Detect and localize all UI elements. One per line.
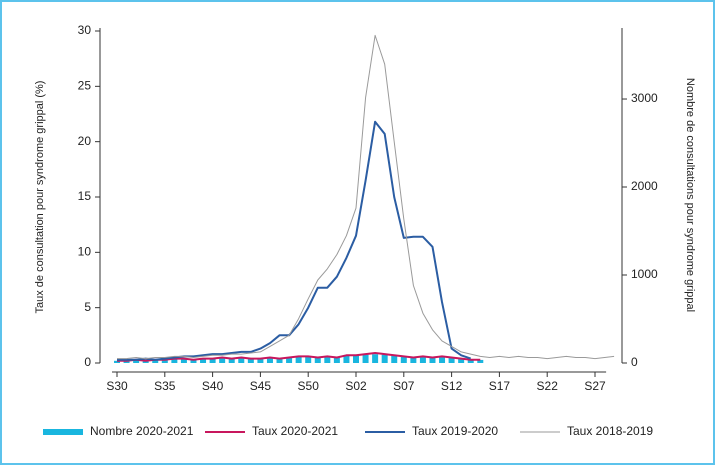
bar xyxy=(295,356,302,363)
bar xyxy=(400,356,407,363)
line xyxy=(117,120,472,361)
bar xyxy=(410,357,417,363)
legend-label: Taux 2019-2020 xyxy=(412,424,498,438)
bar xyxy=(477,359,484,363)
legend-label: Taux 2018-2019 xyxy=(567,424,653,438)
legend-label: Taux 2020-2021 xyxy=(252,424,338,438)
x-tick-label: S40 xyxy=(202,379,224,393)
bar xyxy=(114,360,120,363)
x-tick-label: S45 xyxy=(250,379,272,393)
bar xyxy=(180,358,187,363)
bar xyxy=(152,359,159,363)
x-tick-label: S17 xyxy=(489,379,511,393)
bar xyxy=(314,357,321,363)
y2-tick-label: 1000 xyxy=(631,267,658,281)
y-tick-label: 0 xyxy=(84,355,91,369)
bar xyxy=(247,358,254,363)
bar xyxy=(219,357,226,363)
bar xyxy=(238,357,245,363)
y-tick-label: 10 xyxy=(78,245,92,259)
bar xyxy=(171,359,178,363)
x-tick-label: S07 xyxy=(393,379,415,393)
y-tick-label: 15 xyxy=(78,189,92,203)
y-axis-label: Taux de consultation pour syndrome gripp… xyxy=(34,81,46,314)
bar xyxy=(419,356,426,363)
y-tick-label: 30 xyxy=(78,23,92,37)
bar xyxy=(353,355,359,363)
y2-axis-label: Nombre de consultations pour syndrome gr… xyxy=(684,78,696,312)
line xyxy=(117,34,615,360)
bar xyxy=(190,359,197,363)
bar xyxy=(467,359,474,363)
bar xyxy=(200,358,207,363)
y-tick-label: 25 xyxy=(78,79,92,93)
bar xyxy=(458,358,465,363)
bar xyxy=(209,358,216,363)
bar xyxy=(381,354,388,363)
x-tick-label: S35 xyxy=(154,379,176,393)
bar xyxy=(133,359,140,363)
bar xyxy=(343,355,350,363)
y2-tick-label: 2000 xyxy=(631,179,658,193)
legend-label: Nombre 2020-2021 xyxy=(90,424,194,438)
bar xyxy=(286,357,293,363)
y-tick-label: 20 xyxy=(78,134,92,148)
bar xyxy=(266,357,273,363)
x-tick-label: S02 xyxy=(345,379,367,393)
y2-tick-label: 3000 xyxy=(631,91,658,105)
bar xyxy=(228,358,235,363)
bar xyxy=(305,356,312,363)
line xyxy=(117,352,481,362)
x-tick-label: S30 xyxy=(106,379,128,393)
x-tick-label: S27 xyxy=(584,379,606,393)
bar xyxy=(372,354,379,363)
x-tick-label: S12 xyxy=(441,379,463,393)
bar xyxy=(333,356,340,363)
bar xyxy=(429,357,436,363)
x-tick-label: S22 xyxy=(537,379,559,393)
bar xyxy=(276,358,283,363)
bar xyxy=(257,358,264,363)
legend-swatch xyxy=(43,429,83,435)
x-tick-label: S50 xyxy=(298,379,320,393)
bar xyxy=(439,356,446,363)
bar xyxy=(324,356,331,363)
bar xyxy=(391,355,398,363)
y-tick-label: 5 xyxy=(84,300,91,314)
bar xyxy=(362,354,369,363)
y2-tick-label: 0 xyxy=(631,355,638,369)
bar xyxy=(161,359,168,363)
bar xyxy=(448,357,455,363)
